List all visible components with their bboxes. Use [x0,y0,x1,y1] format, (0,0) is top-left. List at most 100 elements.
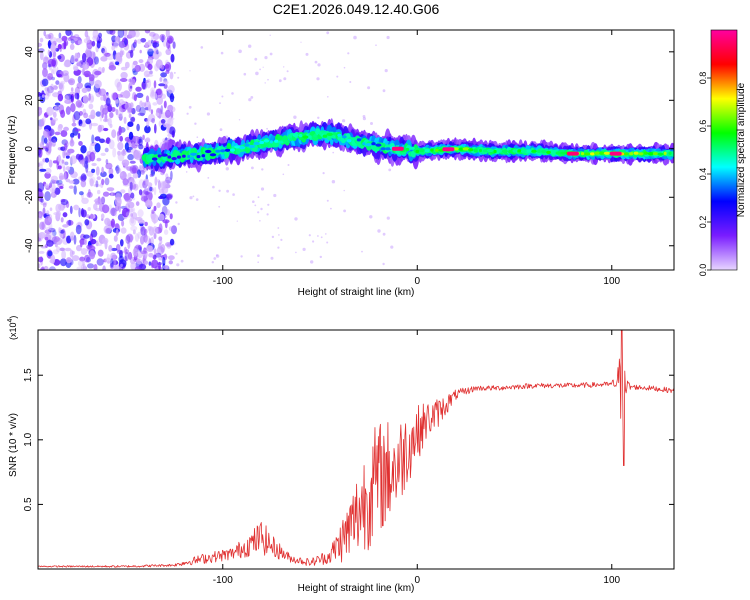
noise-blob [47,49,51,56]
noise-blob [102,191,110,197]
ridge-core [263,139,270,143]
noise-blob [140,169,145,175]
noise-blob [143,70,150,78]
noise-blob [127,153,134,161]
noise-blob [126,201,131,206]
noise-blob [106,30,114,35]
noise-blob [112,207,116,216]
noise-blob [75,40,79,45]
spectrogram-frame [37,29,675,271]
noise-blob [151,214,159,224]
noise-dot [188,105,192,109]
noise-blob [101,47,105,54]
noise-dot [267,78,269,81]
noise-blob [80,175,84,182]
noise-blob [132,135,140,142]
noise-blob [80,263,87,270]
noise-blob [124,38,128,46]
noise-blob [73,111,81,121]
noise-dot [330,207,332,210]
noise-blob [88,103,94,110]
spectrogram-ytick-label: -40 [24,238,35,253]
noise-blob [108,244,113,252]
noise-blob [51,138,57,147]
noise-blob [69,155,77,165]
noise-blob [117,108,124,118]
noise-blob [90,51,96,59]
noise-blob [130,213,133,217]
ridge-core [371,142,376,146]
noise-blob [154,47,159,55]
noise-blob [49,117,53,121]
ridge-core [346,139,352,143]
noise-blob [44,55,48,63]
noise-blob [38,162,41,167]
snr-ytick-label: 0.5 [23,497,34,511]
noise-blob [63,40,67,50]
ridge-core [332,132,337,136]
noise-blob [63,145,68,151]
noise-blob [135,86,142,92]
noise-blob [80,179,87,188]
noise-blob [116,249,124,255]
noise-blob [59,186,64,189]
ridge-core [234,145,241,149]
noise-blob [94,136,101,142]
noise-blob [150,109,154,115]
noise-blob [102,265,106,270]
noise-blob [52,111,57,118]
noise-blob [73,234,77,245]
noise-blob [110,218,116,228]
noise-blob [120,227,127,234]
spectrogram-panel: -100 0 100 40 20 0 -20 -40 Height of straight l… [7,29,675,298]
noise-blob [69,205,73,215]
noise-blob [52,92,60,98]
noise-blob [42,202,47,208]
noise-blob [149,186,153,192]
noise-blob [79,160,85,165]
noise-blob [121,207,130,218]
noise-blob [157,180,161,190]
noise-blob [57,154,62,162]
noise-blob [50,43,56,53]
noise-blob [49,207,53,212]
noise-blob [167,104,174,112]
noise-blob [63,166,66,173]
noise-dot [367,86,371,90]
noise-blob [48,227,56,233]
noise-blob [170,110,174,119]
noise-dot [314,60,318,64]
snr-ytick-label: 1.0 [23,432,34,446]
noise-blob [131,62,135,70]
ridge-core [643,151,648,155]
noise-blob [93,183,101,188]
noise-blob [99,138,105,144]
noise-blob [110,191,114,197]
noise-blob [52,64,56,75]
ridge-core [326,132,334,136]
noise-blob [157,51,162,57]
noise-blob [136,92,144,98]
noise-blob [114,223,120,229]
noise-blob [50,138,55,143]
noise-blob [70,39,75,44]
noise-dot [212,185,215,189]
noise-dot [251,166,254,170]
ridge-core [508,150,512,154]
noise-blob [70,54,75,64]
noise-blob [85,44,93,49]
noise-dot [343,209,346,213]
noise-blob [122,30,128,37]
noise-blob [129,165,137,175]
ridge-core [415,149,420,153]
ridge-core [205,149,212,154]
noise-blob [104,147,109,153]
noise-blob [42,56,49,65]
noise-blob [58,32,62,39]
noise-blob [44,236,49,241]
noise-blob [71,122,77,127]
noise-blob [69,231,75,241]
noise-dot [326,31,330,35]
noise-blob [74,128,81,132]
colorbar-tick-label: 0.4 [698,168,708,181]
